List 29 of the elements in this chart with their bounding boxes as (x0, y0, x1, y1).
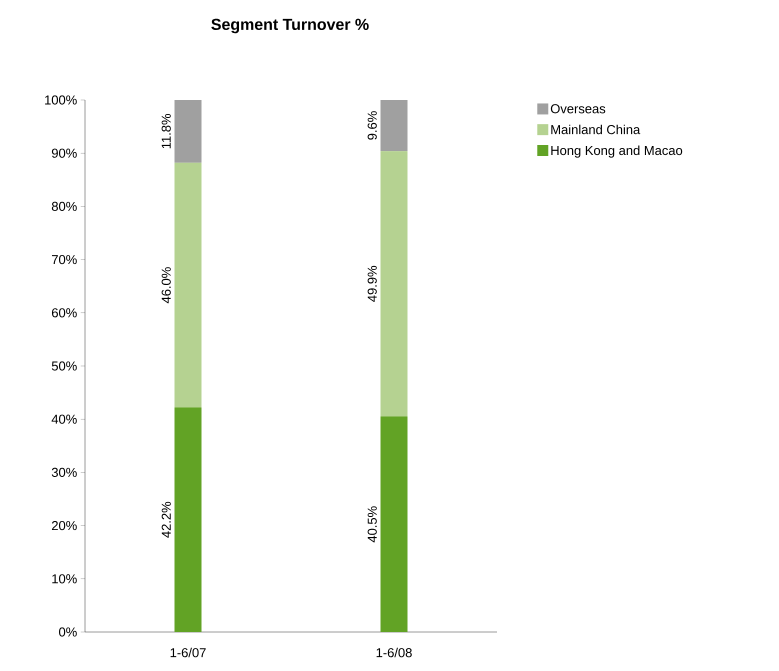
legend-label: Hong Kong and Macao (551, 146, 682, 158)
y-tick-label: 50% (52, 361, 77, 371)
x-tick-label: 1-6/07 (170, 648, 206, 658)
chart-title: Segment Turnover % (211, 18, 369, 34)
bar (174, 162, 202, 408)
y-tick-label: 30% (52, 468, 77, 477)
y-tick-label: 70% (52, 255, 77, 264)
y-tick-label: 80% (52, 202, 77, 211)
data-label: 49.9% (368, 266, 377, 302)
y-tick-label: 40% (52, 414, 77, 424)
y-tick-label: 60% (52, 308, 77, 318)
y-tick-label: 100% (45, 95, 77, 105)
y-tick-label: 20% (52, 521, 77, 530)
bar (380, 416, 408, 632)
y-tick-label: 0% (59, 627, 77, 637)
y-tick-label: 10% (52, 574, 77, 584)
legend-label: Overseas (550, 104, 606, 114)
data-label: 42.2% (162, 502, 171, 538)
bar (174, 407, 202, 632)
bar (380, 151, 408, 417)
legend-label: Mainland China (551, 124, 640, 134)
x-tick-label: 1-6/08 (376, 648, 412, 658)
data-label: 9.6% (368, 111, 377, 140)
bar (174, 100, 202, 163)
y-tick-label: 90% (52, 148, 77, 158)
data-label: 46.0% (162, 267, 171, 304)
data-label: 40.5% (368, 506, 377, 542)
data-label: 11.8% (162, 114, 171, 148)
bar (380, 100, 408, 152)
